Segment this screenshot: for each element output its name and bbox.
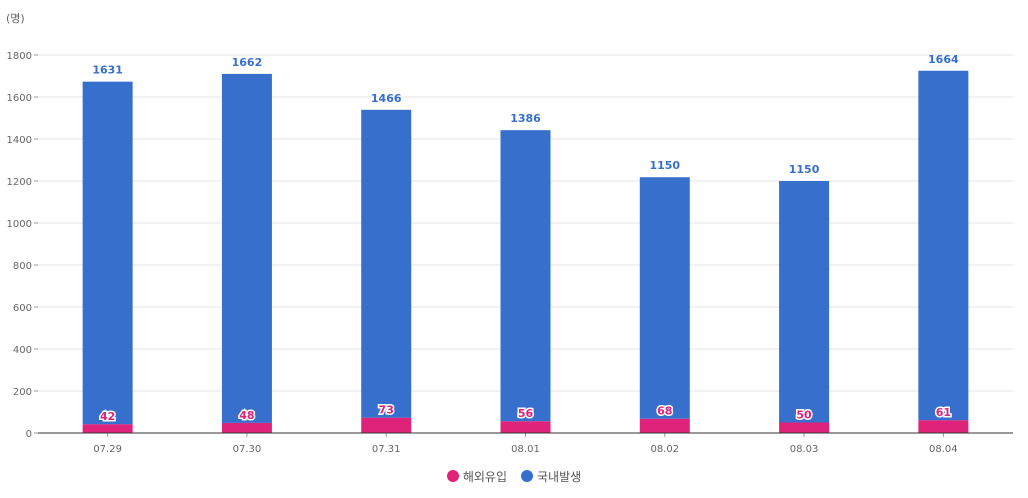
legend: 해외유입 국내발생	[0, 466, 1028, 486]
data-label-domestic: 1386	[510, 112, 541, 125]
y-unit-label: (명)	[6, 12, 25, 25]
legend-swatch-overseas	[446, 470, 459, 482]
bar-overseas[interactable]	[361, 417, 412, 433]
x-tick-label: 08.04	[929, 444, 958, 455]
data-label-overseas: 56	[518, 407, 534, 420]
y-tick-label: 1000	[7, 219, 32, 230]
y-axis-ticks: 0 200 400 600 800 1000 1200 1400 1600 1800	[7, 51, 38, 440]
data-labels: 42 1631 48 1662 73 1466 56 1386 68 1150 50 1150 61 16…	[92, 53, 959, 425]
legend-label-domestic: 국내발생	[537, 469, 582, 484]
bar-overseas[interactable]	[639, 418, 690, 433]
data-label-overseas: 73	[379, 404, 394, 417]
legend-item-domestic[interactable]: 국내발생	[521, 468, 581, 485]
bars	[82, 70, 969, 434]
data-label-domestic: 1150	[789, 163, 820, 176]
bar-overseas[interactable]	[500, 421, 551, 433]
data-label-domestic: 1664	[928, 53, 959, 66]
legend-label-overseas: 해외유입	[462, 469, 507, 484]
y-tick-label: 1600	[7, 93, 32, 104]
y-tick-label: 400	[13, 345, 32, 356]
x-tick-label: 08.03	[790, 444, 819, 455]
bar-overseas[interactable]	[82, 424, 133, 433]
x-tick-label: 08.01	[511, 444, 540, 455]
bar-domestic[interactable]	[639, 177, 690, 419]
data-label-overseas: 48	[239, 409, 254, 422]
x-tick-label: 07.30	[233, 444, 262, 455]
bar-overseas[interactable]	[779, 422, 830, 434]
y-tick-label: 200	[13, 387, 32, 398]
legend-swatch-domestic	[521, 470, 533, 482]
bar-overseas[interactable]	[221, 422, 272, 433]
y-tick-label: 1200	[7, 177, 32, 188]
data-label-overseas: 61	[936, 406, 951, 419]
data-label-overseas: 68	[657, 405, 672, 418]
x-tick-label: 07.31	[372, 444, 401, 455]
y-tick-label: 0	[26, 429, 32, 440]
bar-domestic[interactable]	[779, 181, 830, 423]
data-label-domestic: 1662	[232, 56, 263, 69]
y-tick-label: 1800	[7, 51, 32, 62]
data-label-overseas: 50	[796, 409, 812, 422]
bar-domestic[interactable]	[918, 70, 969, 421]
y-tick-label: 600	[13, 303, 32, 314]
bar-domestic[interactable]	[221, 73, 272, 423]
legend-item-overseas[interactable]: 해외유입	[446, 468, 507, 485]
bar-domestic[interactable]	[82, 81, 133, 425]
data-label-overseas: 42	[100, 410, 115, 423]
data-label-domestic: 1466	[371, 92, 402, 105]
y-tick-label: 800	[13, 261, 32, 272]
bar-domestic[interactable]	[500, 130, 551, 422]
x-axis-ticks: 07.29 07.30 07.31 08.01 08.02 08.03 08.04	[93, 433, 958, 455]
x-tick-label: 08.02	[650, 444, 679, 455]
x-tick-label: 07.29	[93, 444, 122, 455]
bar-domestic[interactable]	[361, 109, 412, 418]
data-label-domestic: 1631	[92, 64, 123, 77]
y-tick-label: 1400	[7, 135, 32, 146]
bar-overseas[interactable]	[918, 420, 969, 433]
data-label-domestic: 1150	[649, 159, 680, 172]
